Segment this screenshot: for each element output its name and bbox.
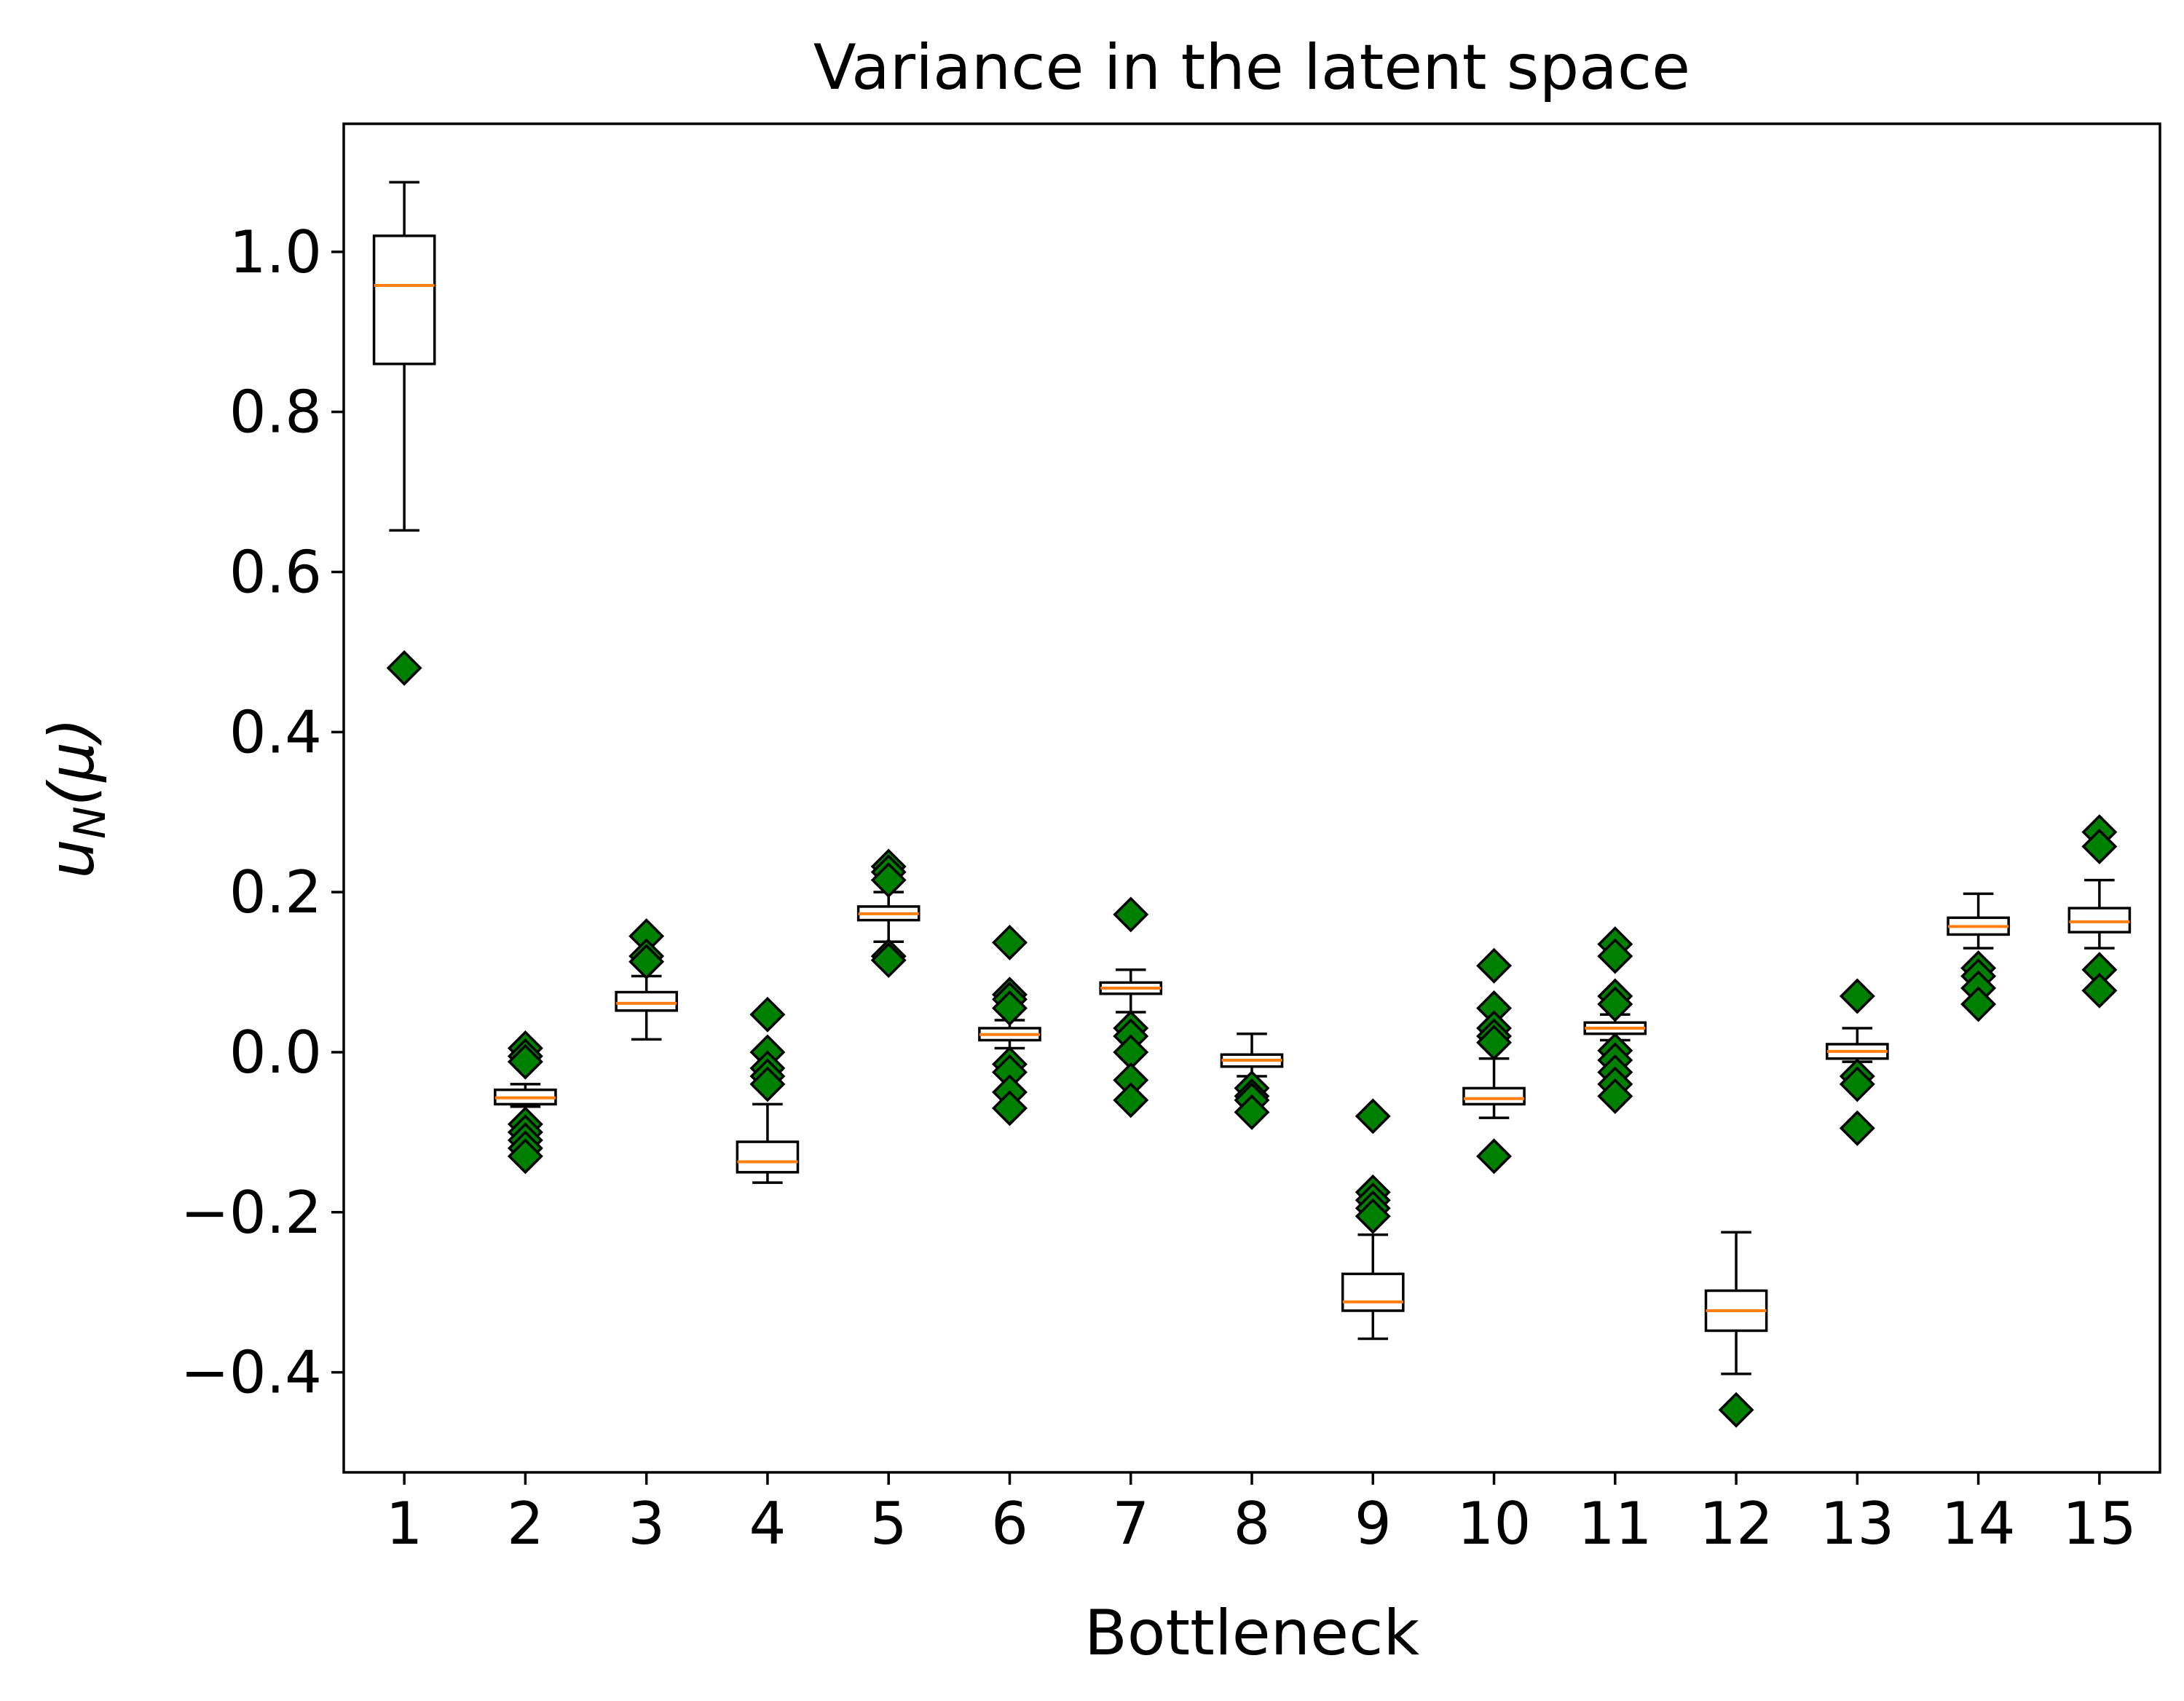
outliers-4	[749, 996, 786, 1102]
outlier-point	[1113, 1082, 1149, 1118]
outliers-7	[1113, 896, 1149, 1118]
outliers-3	[628, 918, 665, 980]
x-tick-label: 8	[1234, 1490, 1271, 1558]
y-tick-label: −0.2	[181, 1179, 322, 1247]
outlier-point	[1597, 986, 1633, 1022]
outliers-10	[1476, 947, 1513, 1175]
outlier-point	[870, 862, 907, 899]
x-tick-label: 15	[2062, 1490, 2137, 1558]
box-14	[1947, 892, 2010, 950]
outlier-point	[991, 1090, 1028, 1126]
box-7	[1099, 968, 1163, 1014]
outlier-point	[507, 1043, 543, 1080]
outlier-point	[1960, 986, 1997, 1022]
outliers-15	[2081, 814, 2118, 1009]
x-tick-label: 7	[1112, 1490, 1149, 1558]
outlier-point	[1839, 1110, 1875, 1146]
y-axis-label-paren: (μ)	[36, 717, 109, 806]
outliers-11	[1597, 926, 1633, 1114]
y-tick-label: 0.4	[229, 698, 322, 766]
outlier-point	[1113, 896, 1149, 933]
outlier-point	[507, 1138, 543, 1175]
y-axis-label-subscript: N	[65, 806, 116, 839]
outlier-point	[2081, 972, 2118, 1009]
outlier-point	[1476, 1025, 1513, 1061]
outlier-point	[1597, 1078, 1633, 1114]
outlier-point	[1476, 947, 1513, 984]
outlier-point	[991, 990, 1028, 1026]
outliers-13	[1839, 978, 1875, 1146]
outlier-point	[1355, 1098, 1391, 1134]
box-9	[1341, 1233, 1405, 1341]
box-body	[372, 234, 436, 366]
box-body	[2067, 907, 2132, 934]
x-axis: 1 2 3 4 5 6 7 8 9 10 11 12 13 14 15	[386, 1472, 2137, 1558]
outlier-point	[1476, 1138, 1513, 1175]
box-3	[615, 974, 678, 1041]
box-body	[615, 990, 678, 1012]
outlier-point	[991, 924, 1028, 960]
box-body	[1462, 1086, 1526, 1106]
y-axis-label: uN(μ)	[36, 717, 116, 878]
outliers-8	[1234, 1070, 1270, 1130]
box-12	[1704, 1231, 1768, 1376]
x-tick-label: 1	[386, 1490, 423, 1558]
outlier-point	[1355, 1198, 1391, 1234]
outlier-point	[2081, 829, 2118, 864]
outliers-1	[386, 650, 422, 686]
box-5	[856, 891, 920, 944]
boxes-layer	[372, 181, 2132, 1376]
x-tick-label: 12	[1699, 1490, 1773, 1558]
y-tick-label: 0.0	[229, 1019, 322, 1086]
outliers-layer	[386, 650, 2118, 1428]
box-body	[736, 1140, 800, 1174]
x-tick-label: 3	[628, 1490, 665, 1558]
outliers-9	[1355, 1098, 1391, 1234]
box-4	[736, 1102, 800, 1184]
outlier-point	[1718, 1392, 1754, 1428]
outlier-point	[1234, 1094, 1270, 1130]
outliers-6	[991, 924, 1028, 1126]
plot-frame	[342, 122, 2161, 1474]
y-tick-label: 0.2	[229, 859, 322, 926]
outlier-point	[628, 944, 665, 980]
box-1	[372, 181, 436, 532]
x-tick-label: 2	[507, 1490, 544, 1558]
outliers-5	[870, 848, 907, 979]
outliers-12	[1718, 1392, 1754, 1428]
y-tick-label: −0.4	[181, 1339, 322, 1407]
x-tick-label: 5	[870, 1490, 907, 1558]
outlier-point	[749, 996, 786, 1033]
box-8	[1220, 1032, 1284, 1078]
chart-title: Variance in the latent space	[813, 31, 1690, 104]
outliers-14	[1960, 950, 1997, 1022]
box-10	[1462, 1057, 1526, 1119]
x-tick-label: 14	[1941, 1490, 2016, 1558]
y-tick-label: 0.6	[229, 539, 322, 607]
x-tick-label: 4	[749, 1490, 786, 1558]
y-tick-label: 1.0	[229, 218, 322, 286]
x-axis-label: Bottleneck	[1084, 1597, 1420, 1670]
box-body	[1341, 1272, 1405, 1312]
outliers-2	[507, 1030, 543, 1175]
outlier-point	[749, 1066, 786, 1102]
x-tick-label: 6	[991, 1490, 1028, 1558]
outlier-point	[1597, 938, 1633, 974]
outlier-point	[386, 650, 422, 686]
box-15	[2067, 878, 2132, 950]
x-tick-label: 10	[1457, 1490, 1531, 1558]
y-axis: −0.4 −0.2 0.0 0.2 0.4 0.6 0.8 1.0	[181, 218, 344, 1407]
y-axis-label-main: u	[36, 839, 109, 879]
outlier-point	[1839, 978, 1875, 1014]
outlier-point	[870, 942, 907, 979]
x-tick-label: 13	[1820, 1490, 1894, 1558]
x-tick-label: 9	[1355, 1490, 1392, 1558]
y-tick-label: 0.8	[229, 379, 322, 446]
outlier-point	[1839, 1066, 1875, 1102]
x-tick-label: 11	[1578, 1490, 1652, 1558]
